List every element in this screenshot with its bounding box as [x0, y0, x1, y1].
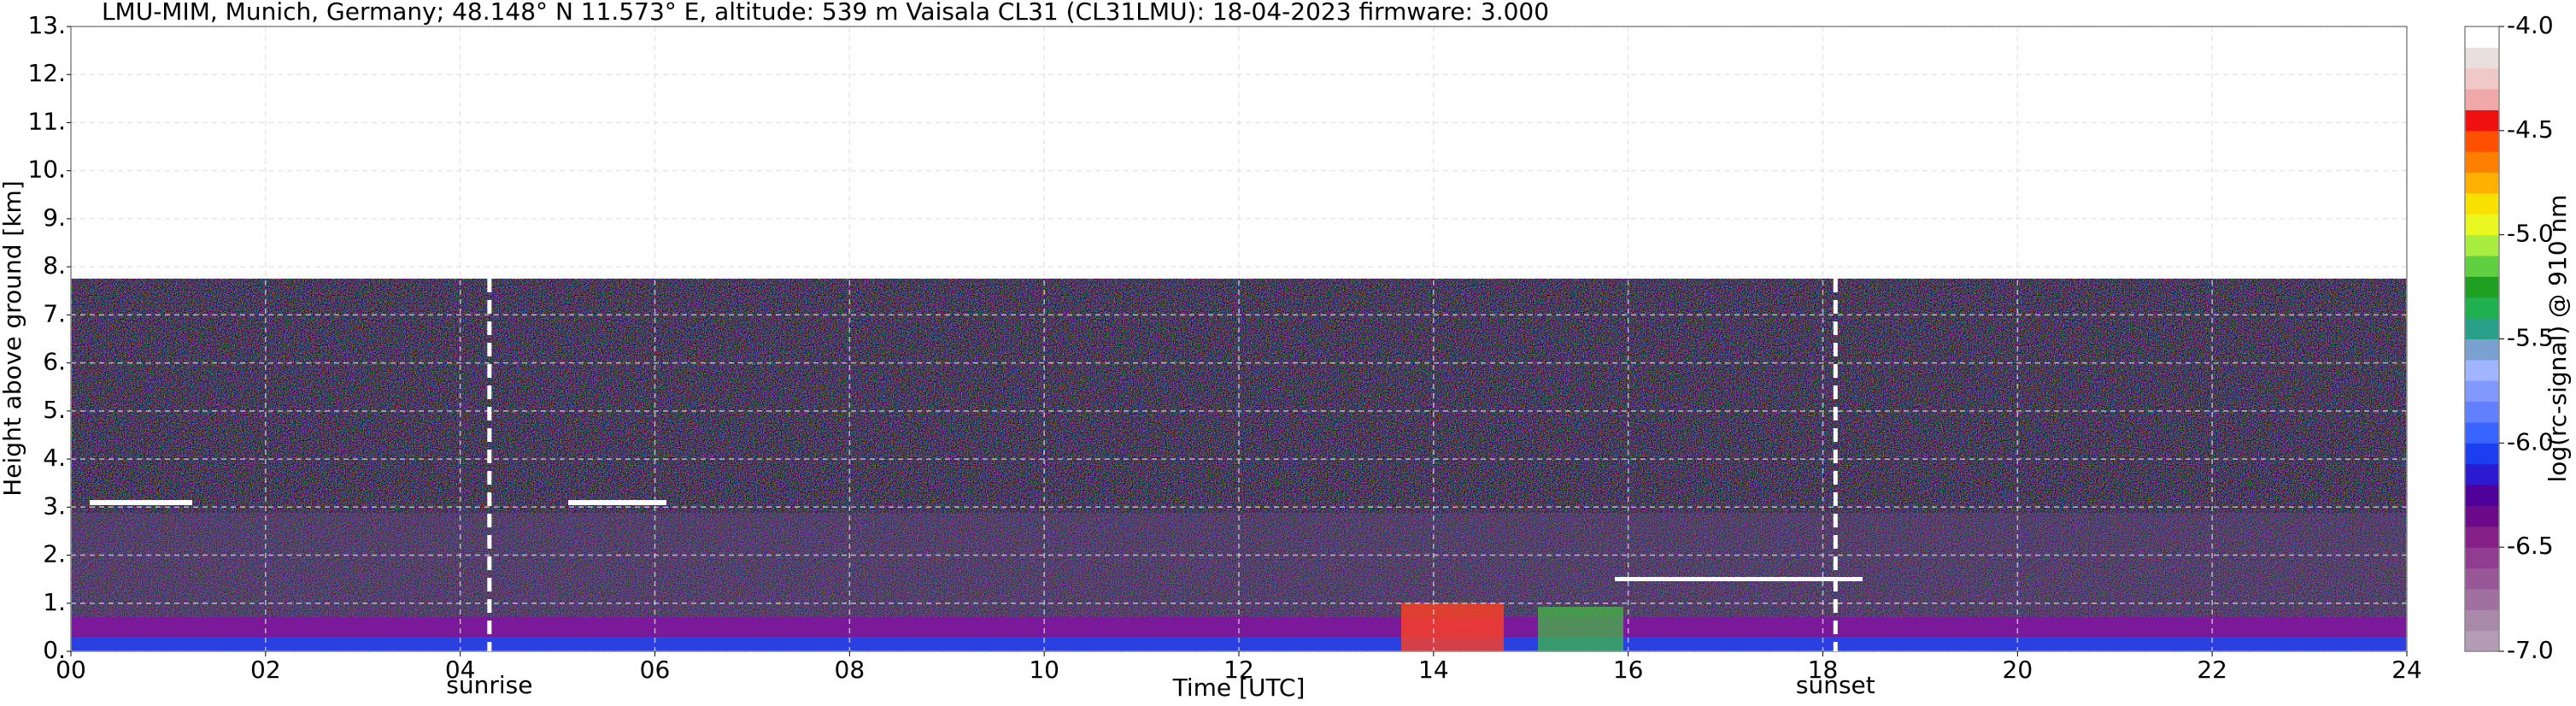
colorbar-segment: [2465, 47, 2499, 69]
y-axis-label: Height above ground [km]: [0, 180, 26, 497]
x-tick-label: 06: [640, 656, 671, 684]
colorbar-segment: [2465, 276, 2499, 298]
x-tick-label: 04: [445, 656, 476, 684]
colorbar-label: log(rc-signal) @ 910 nm: [2544, 195, 2572, 483]
colorbar-segment: [2465, 214, 2499, 236]
x-tick-label: 18: [1808, 656, 1839, 684]
colorbar-tick-label: -4.5: [2507, 115, 2554, 144]
colorbar-tick-label: -6.0: [2507, 427, 2554, 456]
x-tick-label: 00: [56, 656, 86, 684]
y-tick-label: 4.: [43, 444, 66, 472]
colorbar-segment: [2465, 338, 2499, 361]
colorbar-tick-label: -6.5: [2507, 532, 2554, 560]
colorbar-segment: [2465, 568, 2499, 590]
x-tick-label: 14: [1418, 656, 1449, 684]
colorbar-segment: [2465, 485, 2499, 506]
y-tick-label: 10.: [27, 156, 66, 184]
colorbar-segment: [2465, 234, 2499, 256]
colorbar-segment: [2465, 26, 2499, 48]
colorbar-segment: [2465, 359, 2499, 381]
x-tick-label: 22: [2197, 656, 2227, 684]
x-tick-label: 10: [1029, 656, 1059, 684]
y-tick-label: 1.: [43, 588, 66, 616]
colorbar-segment: [2465, 172, 2499, 194]
y-tick-label: 13.: [27, 11, 66, 39]
x-tick-label: 02: [250, 656, 281, 684]
colorbar-segment: [2465, 130, 2499, 152]
colorbar-segment: [2465, 463, 2499, 485]
colorbar-tick-label: -5.0: [2507, 220, 2554, 248]
y-tick-label: 7.: [43, 299, 66, 327]
colorbar-segment: [2465, 443, 2499, 465]
colorbar-segment: [2465, 318, 2499, 339]
x-tick-label: 12: [1223, 656, 1254, 684]
y-tick-label: 11.: [27, 107, 66, 135]
colorbar-tick-label: -5.5: [2507, 324, 2554, 352]
y-tick-label: 9.: [43, 203, 66, 232]
colorbar-segment: [2465, 609, 2499, 632]
colorbar-segment: [2465, 401, 2499, 423]
colorbar-segment: [2465, 151, 2499, 174]
cloud-echo: [1538, 607, 1623, 651]
colorbar-segment: [2465, 421, 2499, 444]
y-tick-label: 3.: [43, 491, 66, 520]
colorbar-segment: [2465, 256, 2499, 277]
y-tick-label: 12.: [27, 59, 66, 87]
colorbar-segment: [2465, 588, 2499, 610]
colorbar-tick-label: -4.0: [2507, 11, 2554, 39]
x-axis-label: Time [UTC]: [1172, 674, 1306, 702]
y-tick-label: 2.: [43, 540, 66, 568]
x-tick-label: 16: [1613, 656, 1644, 684]
annotation-label: sunset: [1796, 671, 1875, 699]
colorbar-segment: [2465, 89, 2499, 110]
colorbar-segment: [2465, 547, 2499, 569]
cloud-echo: [1401, 603, 1504, 651]
colorbar-segment: [2465, 192, 2499, 215]
y-tick-label: 0.: [43, 636, 66, 664]
x-tick-label: 24: [2391, 656, 2422, 684]
chart-title: LMU-MIM, Munich, Germany; 48.148° N 11.5…: [102, 0, 1549, 26]
colorbar-segment: [2465, 526, 2499, 548]
x-tick-label: 08: [835, 656, 866, 684]
colorbar-segment: [2465, 68, 2499, 90]
layer-top: [568, 500, 666, 505]
y-tick-label: 8.: [43, 251, 66, 279]
colorbar-segment: [2465, 505, 2499, 527]
y-tick-label: 5.: [43, 396, 66, 424]
x-tick-label: 20: [2003, 656, 2033, 684]
colorbar-segment: [2465, 630, 2499, 652]
colorbar-segment: [2465, 380, 2499, 403]
colorbar-segment: [2465, 109, 2499, 132]
colorbar-segment: [2465, 297, 2499, 319]
layer-top: [1615, 577, 1863, 581]
y-tick-label: 6.: [43, 348, 66, 376]
layer-top: [90, 500, 192, 505]
colorbar-tick-label: -7.0: [2507, 636, 2554, 664]
annotation-label: sunrise: [446, 671, 532, 699]
